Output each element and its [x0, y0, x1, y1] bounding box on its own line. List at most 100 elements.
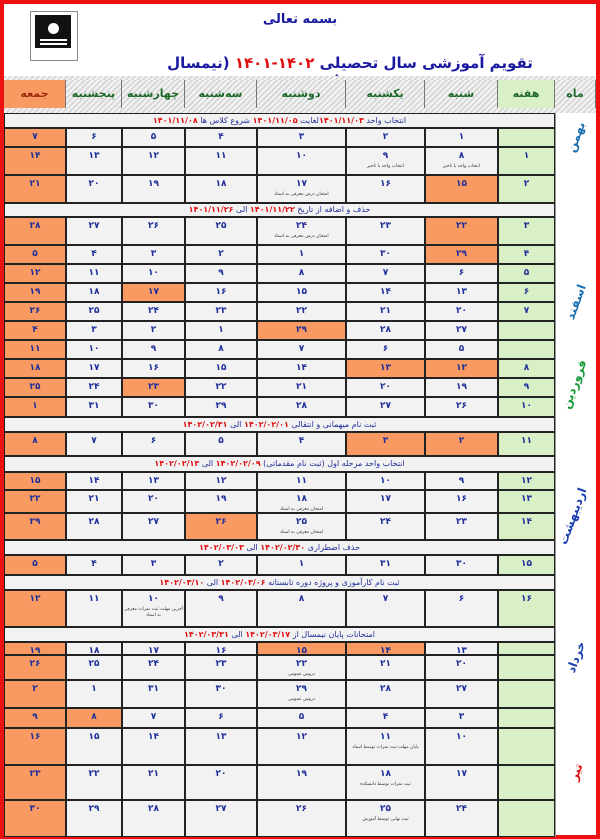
day-cell[interactable]: ۲۵ امتحان معرفی به استاد: [257, 513, 346, 540]
holiday-day-cell[interactable]: ۲۹: [4, 513, 66, 540]
holiday-day-cell[interactable]: ۲: [4, 680, 66, 708]
day-cell[interactable]: ۱۴: [122, 728, 185, 765]
day-cell[interactable]: ۴: [66, 555, 122, 575]
day-cell[interactable]: ۸: [257, 264, 346, 283]
day-cell[interactable]: ۲۴ امتحان درس معرفی به استاد: [257, 217, 346, 245]
day-cell[interactable]: ۲: [185, 555, 257, 575]
day-cell[interactable]: ۳: [122, 245, 185, 264]
day-cell[interactable]: ۲۳: [425, 513, 498, 540]
day-cell[interactable]: ۵: [122, 128, 185, 147]
holiday-day-cell[interactable]: ۲۵: [4, 378, 66, 397]
holiday-day-cell[interactable]: ۱۲: [4, 264, 66, 283]
day-cell[interactable]: ۱۰: [346, 472, 425, 490]
day-cell[interactable]: ۱۴: [257, 359, 346, 378]
holiday-day-cell[interactable]: ۲: [425, 432, 498, 456]
holiday-day-cell[interactable]: ۸: [4, 432, 66, 456]
day-cell[interactable]: ۲۲: [66, 765, 122, 800]
holiday-day-cell[interactable]: ۱۹: [4, 642, 66, 656]
day-cell[interactable]: ۹ انتخاب واحد با تاخیر: [346, 147, 425, 175]
holiday-day-cell[interactable]: ۹: [4, 708, 66, 728]
holiday-day-cell[interactable]: ۱۲: [425, 359, 498, 378]
day-cell[interactable]: ۲۲: [185, 378, 257, 397]
day-cell[interactable]: ۲۶: [425, 397, 498, 417]
holiday-day-cell[interactable]: ۱۵: [425, 175, 498, 203]
holiday-day-cell[interactable]: ۱: [4, 397, 66, 417]
day-cell[interactable]: ۱۹: [425, 378, 498, 397]
day-cell[interactable]: ۲۳: [185, 302, 257, 321]
day-cell[interactable]: ۲۸: [122, 800, 185, 837]
holiday-day-cell[interactable]: ۱۷: [122, 283, 185, 302]
day-cell[interactable]: ۷: [257, 340, 346, 359]
holiday-day-cell[interactable]: ۳: [346, 432, 425, 456]
day-cell[interactable]: ۲۱: [346, 655, 425, 680]
day-cell[interactable]: ۲۳: [185, 655, 257, 680]
day-cell[interactable]: ۱۵: [185, 359, 257, 378]
holiday-day-cell[interactable]: ۸: [66, 708, 122, 728]
holiday-day-cell[interactable]: ۵: [4, 555, 66, 575]
day-cell[interactable]: ۱۱: [66, 264, 122, 283]
day-cell[interactable]: ۲۷: [425, 680, 498, 708]
day-cell[interactable]: ۲۵: [66, 655, 122, 680]
day-cell[interactable]: ۱۷: [346, 490, 425, 513]
day-cell[interactable]: ۶: [425, 590, 498, 627]
day-cell[interactable]: ۶: [66, 128, 122, 147]
day-cell[interactable]: ۳: [122, 555, 185, 575]
day-cell[interactable]: ۲۵ ثبت نهایی توسط آموزش: [346, 800, 425, 837]
day-cell[interactable]: ۲۷: [122, 513, 185, 540]
holiday-day-cell[interactable]: ۲۶: [4, 302, 66, 321]
holiday-day-cell[interactable]: ۲۳: [122, 378, 185, 397]
holiday-day-cell[interactable]: ۲۹: [257, 321, 346, 340]
holiday-day-cell[interactable]: ۱۶: [4, 728, 66, 765]
day-cell[interactable]: ۱: [185, 321, 257, 340]
day-cell[interactable]: ۱۷ امتحان درس معرفی به استاد: [257, 175, 346, 203]
holiday-day-cell[interactable]: ۱۱: [4, 340, 66, 359]
day-cell[interactable]: ۲۸: [346, 680, 425, 708]
day-cell[interactable]: ۱۸ ثبت نمرات توسط دانشکده: [346, 765, 425, 800]
day-cell[interactable]: ۱۶: [425, 490, 498, 513]
day-cell[interactable]: ۲۰: [66, 175, 122, 203]
day-cell[interactable]: ۷: [66, 432, 122, 456]
day-cell[interactable]: ۷: [346, 264, 425, 283]
day-cell[interactable]: ۱۵: [257, 283, 346, 302]
day-cell[interactable]: ۱۶: [346, 175, 425, 203]
day-cell[interactable]: ۲۱: [66, 490, 122, 513]
day-cell[interactable]: ۶: [346, 340, 425, 359]
day-cell[interactable]: ۱۵: [66, 728, 122, 765]
day-cell[interactable]: ۲۰: [346, 378, 425, 397]
day-cell[interactable]: ۱۳: [185, 728, 257, 765]
day-cell[interactable]: ۱۰: [425, 728, 498, 765]
day-cell[interactable]: ۲۶: [257, 800, 346, 837]
day-cell[interactable]: ۱۹: [122, 175, 185, 203]
day-cell[interactable]: ۲۳: [346, 217, 425, 245]
day-cell[interactable]: ۱۱ پایان مهلت ثبت نمرات توسط استاد: [346, 728, 425, 765]
day-cell[interactable]: ۱۰: [66, 340, 122, 359]
day-cell[interactable]: ۱۹: [257, 765, 346, 800]
day-cell[interactable]: ۲۸: [346, 321, 425, 340]
day-cell[interactable]: ۳۰: [425, 555, 498, 575]
day-cell[interactable]: ۲۰: [122, 490, 185, 513]
day-cell[interactable]: ۱۰: [122, 264, 185, 283]
holiday-day-cell[interactable]: ۱۳: [346, 359, 425, 378]
day-cell[interactable]: ۳۱: [122, 680, 185, 708]
day-cell[interactable]: ۱۳: [425, 642, 498, 656]
day-cell[interactable]: ۳: [66, 321, 122, 340]
day-cell[interactable]: ۲۰: [425, 302, 498, 321]
day-cell[interactable]: ۲۴: [122, 655, 185, 680]
day-cell[interactable]: ۲۸: [66, 513, 122, 540]
holiday-day-cell[interactable]: ۲۱: [4, 175, 66, 203]
day-cell[interactable]: ۲۱: [346, 302, 425, 321]
holiday-day-cell[interactable]: ۵: [4, 245, 66, 264]
holiday-day-cell[interactable]: ۲۲: [425, 217, 498, 245]
day-cell[interactable]: ۱۲: [257, 728, 346, 765]
day-cell[interactable]: ۹: [185, 590, 257, 627]
day-cell[interactable]: ۲۴: [346, 513, 425, 540]
day-cell[interactable]: ۲۴: [425, 800, 498, 837]
holiday-day-cell[interactable]: ۱۴: [346, 642, 425, 656]
day-cell[interactable]: ۱۴: [346, 283, 425, 302]
day-cell[interactable]: ۴: [346, 708, 425, 728]
day-cell[interactable]: ۵: [185, 432, 257, 456]
day-cell[interactable]: ۹: [425, 472, 498, 490]
day-cell[interactable]: ۲۵: [66, 302, 122, 321]
day-cell[interactable]: ۱۹: [185, 490, 257, 513]
holiday-day-cell[interactable]: ۲۸: [4, 217, 66, 245]
